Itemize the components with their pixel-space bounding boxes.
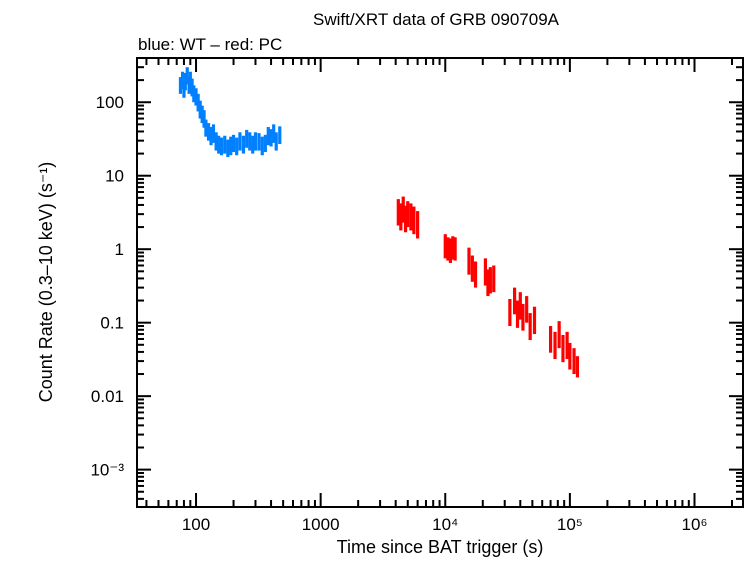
data-point-pc — [515, 300, 520, 328]
data-point-wt — [253, 132, 258, 151]
data-point-wt — [266, 127, 270, 146]
data-point-wt — [214, 132, 218, 151]
data-point-wt — [231, 134, 236, 153]
data-point-pc — [557, 321, 561, 349]
data-point-pc — [561, 334, 565, 363]
data-point-pc — [416, 211, 420, 239]
data-point-pc — [467, 247, 471, 275]
y-tick-label: 0.1 — [100, 314, 124, 333]
data-point-pc — [396, 199, 400, 226]
data-point-wt — [194, 88, 198, 106]
data-point-wt — [263, 134, 267, 153]
data-point-wt — [223, 135, 227, 154]
data-point-wt — [202, 110, 206, 128]
data-point-wt — [204, 119, 208, 137]
data-point-pc — [406, 201, 410, 228]
series-wt — [178, 67, 282, 157]
data-point-pc — [486, 269, 490, 297]
data-point-wt — [219, 137, 224, 156]
data-point-wt — [209, 127, 213, 146]
data-point-wt — [272, 124, 276, 143]
y-tick-label: 1 — [115, 240, 124, 259]
data-point-pc — [399, 203, 403, 231]
data-point-wt — [226, 139, 230, 157]
plot-frame — [136, 57, 744, 508]
data-point-wt — [196, 93, 200, 112]
data-point-pc — [443, 234, 447, 259]
data-point-pc — [403, 205, 408, 233]
data-point-wt — [229, 136, 233, 156]
data-point-pc — [575, 356, 580, 378]
data-point-wt — [274, 132, 278, 151]
data-point-pc — [548, 326, 553, 353]
x-tick-label: 100 — [182, 515, 210, 534]
y-tick-label: 10⁻³ — [90, 461, 124, 480]
data-point-wt — [185, 67, 189, 85]
data-point-pc — [473, 261, 478, 288]
data-point-pc — [553, 331, 557, 360]
data-point-pc — [508, 298, 512, 327]
data-point-pc — [512, 287, 517, 315]
y-tick-label: 10 — [105, 167, 124, 186]
data-point-pc — [453, 237, 457, 261]
data-point-wt — [178, 77, 183, 94]
data-point-wt — [238, 132, 242, 151]
y-tick-label: 100 — [96, 93, 124, 112]
data-point-wt — [180, 71, 185, 90]
data-point-wt — [188, 71, 192, 90]
data-point-wt — [260, 136, 264, 156]
data-point-wt — [200, 105, 204, 124]
data-point-wt — [278, 126, 282, 145]
data-point-pc — [518, 292, 522, 320]
data-point-wt — [257, 133, 261, 151]
data-point-pc — [470, 255, 474, 282]
x-axis-label: Time since BAT trigger (s) — [337, 537, 544, 557]
data-point-wt — [269, 129, 273, 147]
x-tick-label: 10⁴ — [432, 515, 458, 534]
data-point-pc — [483, 258, 488, 286]
data-point-pc — [446, 237, 450, 261]
data-point-pc — [525, 296, 529, 323]
data-point-pc — [451, 236, 455, 260]
data-point-wt — [190, 78, 194, 97]
data-point-wt — [241, 135, 246, 154]
x-tick-label: 10⁵ — [557, 515, 583, 534]
data-point-pc — [412, 206, 416, 235]
data-point-wt — [198, 100, 202, 119]
series-pc — [396, 196, 580, 378]
data-point-wt — [235, 137, 239, 156]
y-axis-label: Count Rate (0.3–10 keV) (s⁻¹) — [36, 162, 56, 403]
data-point-pc — [448, 238, 453, 263]
data-point-pc — [528, 313, 532, 341]
data-point-pc — [532, 306, 537, 335]
chart-title: Swift/XRT data of GRB 090709A — [313, 10, 560, 29]
data-point-wt — [251, 135, 255, 154]
x-tick-label: 10⁶ — [682, 515, 708, 534]
data-point-wt — [206, 123, 211, 141]
data-point-pc — [521, 303, 525, 331]
data-point-pc — [568, 342, 572, 370]
data-point-pc — [488, 267, 492, 294]
y-tick-label: 0.01 — [91, 387, 124, 406]
data-point-pc — [409, 203, 413, 231]
data-point-wt — [245, 129, 249, 148]
x-tick-label: 1000 — [302, 515, 340, 534]
data-point-pc — [401, 196, 405, 223]
data-point-wt — [217, 135, 221, 154]
data-point-wt — [211, 124, 216, 143]
data-point-wt — [248, 132, 252, 151]
data-point-wt — [183, 72, 187, 91]
data-point-pc — [572, 348, 576, 375]
data-point-pc — [492, 265, 496, 293]
data-point-pc — [565, 331, 569, 360]
data-point-wt — [192, 85, 196, 103]
chart-subtitle: blue: WT – red: PC — [138, 35, 282, 54]
